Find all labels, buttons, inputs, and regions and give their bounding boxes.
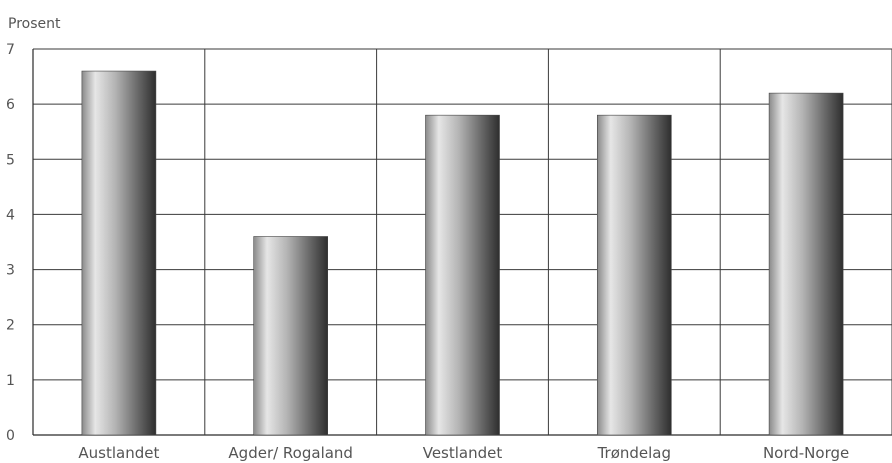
bar <box>425 114 500 436</box>
y-tick-label: 0 <box>6 428 15 444</box>
y-tick-label: 3 <box>6 263 15 279</box>
y-tick-label: 7 <box>6 42 15 58</box>
x-category-label: Agder/ Rogaland <box>228 444 353 462</box>
bars <box>81 70 844 436</box>
bar <box>596 114 672 436</box>
x-category-label: Austlandet <box>78 444 159 462</box>
y-axis-label: Prosent <box>8 16 61 32</box>
x-category-label: Vestlandet <box>423 444 503 462</box>
y-axis-ticks: 0 1 2 3 4 5 6 7 <box>6 42 15 444</box>
bar <box>81 70 157 436</box>
x-axis-labels: Austlandet Agder/ Rogaland Vestlandet Trønd… <box>78 444 849 462</box>
bar <box>253 236 328 436</box>
x-category-label: Nord-Norge <box>763 444 849 462</box>
y-tick-label: 6 <box>6 97 15 113</box>
x-category-label: Trøndelag <box>597 444 671 462</box>
bar <box>768 92 844 436</box>
y-tick-label: 4 <box>6 207 15 223</box>
y-tick-label: 2 <box>6 318 15 334</box>
y-tick-label: 5 <box>6 152 15 168</box>
y-tick-label: 1 <box>6 373 15 389</box>
